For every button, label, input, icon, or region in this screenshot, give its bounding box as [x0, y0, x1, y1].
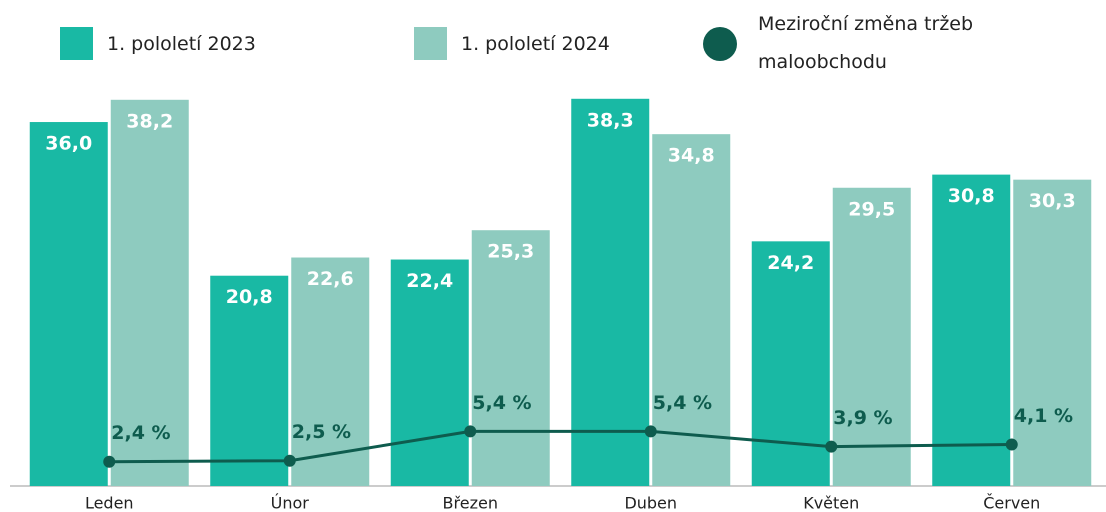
- line-point: [464, 425, 477, 438]
- bar: [291, 257, 370, 486]
- x-tick-label: Březen: [443, 494, 498, 512]
- bar-value-label: 20,8: [226, 286, 273, 308]
- line-value-label: 5,4 %: [653, 392, 712, 414]
- bar-value-label: 38,3: [587, 109, 634, 131]
- bar-value-label: 38,2: [126, 110, 173, 132]
- bar: [390, 259, 469, 486]
- line-value-label: 3,9 %: [833, 407, 892, 429]
- legend-label: 1. pololetí 2023: [107, 33, 256, 55]
- x-tick-label: Únor: [271, 494, 310, 512]
- bar: [210, 275, 289, 486]
- line-point: [283, 454, 296, 467]
- legend-swatch: [703, 27, 737, 61]
- bar: [571, 98, 650, 487]
- x-tick-label: Červen: [983, 494, 1040, 512]
- bar: [471, 230, 550, 486]
- bar: [652, 134, 731, 486]
- x-tick-label: Duben: [624, 494, 677, 512]
- bar: [751, 241, 830, 486]
- x-tick-label: Květen: [803, 494, 859, 512]
- line-point: [1005, 438, 1018, 451]
- bar-value-label: 22,6: [307, 268, 354, 290]
- legend-label: Meziroční změna tržeb maloobchodu: [758, 13, 974, 73]
- bar: [1013, 179, 1092, 487]
- line-value-label: 5,4 %: [472, 392, 531, 414]
- line-point: [644, 425, 657, 438]
- bar-value-label: 24,2: [767, 252, 814, 274]
- bar-value-label: 30,8: [948, 185, 995, 207]
- bar: [832, 187, 911, 486]
- line-value-label: 2,4 %: [111, 422, 170, 444]
- x-tick-label: Leden: [85, 494, 134, 512]
- bar-value-label: 29,5: [848, 198, 895, 220]
- bar: [932, 174, 1011, 486]
- line-point: [825, 440, 838, 453]
- bar-value-label: 30,3: [1029, 190, 1076, 212]
- bar: [29, 122, 108, 486]
- bar-value-label: 34,8: [668, 145, 715, 167]
- legend-swatch: [414, 27, 447, 60]
- bar-value-label: 36,0: [45, 133, 92, 155]
- line-value-label: 4,1 %: [1014, 405, 1073, 427]
- bar-value-label: 22,4: [406, 270, 453, 292]
- bar-value-label: 25,3: [487, 241, 534, 263]
- line-point: [103, 455, 116, 468]
- line: [109, 429, 1012, 464]
- bar: [110, 99, 189, 486]
- line-value-label: 2,5 %: [292, 421, 351, 443]
- legend-label: 1. pololetí 2024: [461, 33, 610, 55]
- legend-swatch: [60, 27, 93, 60]
